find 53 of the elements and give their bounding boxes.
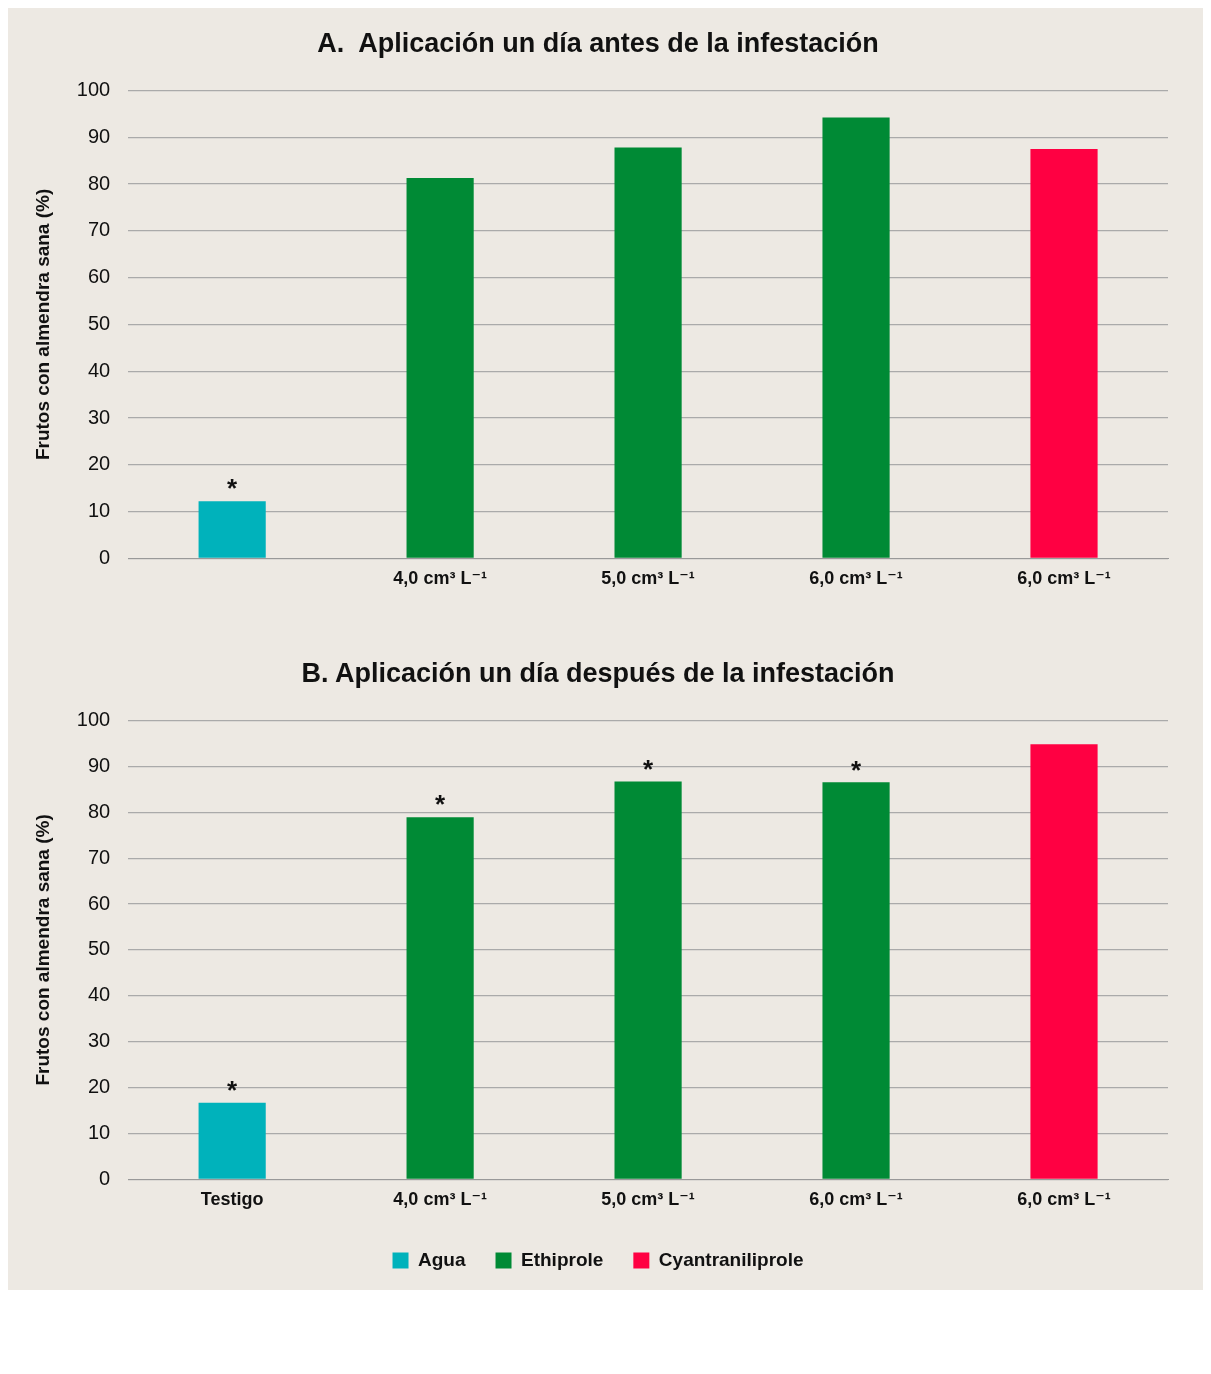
- y-tick-label: 90: [87, 753, 111, 776]
- data-label: *: [227, 473, 239, 504]
- y-tick-label: 60: [87, 891, 111, 914]
- y-tick-label: 10: [87, 1121, 111, 1144]
- y-tick-label: 70: [87, 218, 111, 241]
- x-tick-label: 4,0 cm³ L⁻¹: [393, 1189, 487, 1210]
- bar: [1030, 148, 1098, 558]
- x-tick-label: 4,0 cm³ L⁻¹: [393, 568, 487, 589]
- bar: [822, 117, 890, 558]
- y-tick-label: 40: [87, 983, 111, 1006]
- bar: [406, 177, 474, 558]
- y-tick-label: 20: [87, 1075, 111, 1098]
- bar: [198, 501, 266, 558]
- y-tick-label: 80: [87, 799, 111, 822]
- y-tick-label: 50: [87, 937, 111, 960]
- x-tick-label: Testigo: [200, 1189, 264, 1210]
- data-label: *: [850, 754, 862, 785]
- data-label: *: [435, 789, 447, 820]
- y-tick-label: 100: [76, 77, 111, 100]
- legend-label: Ethiprole: [521, 1248, 604, 1270]
- chart-title: B. Aplicación un día después de la infestación: [301, 657, 895, 688]
- y-tick-label: 100: [76, 707, 111, 730]
- x-tick-label: 5,0 cm³ L⁻¹: [601, 568, 695, 589]
- y-tick-label: 70: [87, 845, 111, 868]
- y-tick-label: 80: [87, 171, 111, 194]
- y-tick-label: 60: [87, 265, 111, 288]
- bar: [198, 1102, 266, 1179]
- y-tick-label: 0: [99, 1166, 111, 1189]
- data-label: *: [227, 1074, 239, 1105]
- x-tick-label: 5,0 cm³ L⁻¹: [601, 1189, 695, 1210]
- y-tick-label: 40: [87, 358, 111, 381]
- y-tick-label: 20: [87, 452, 111, 475]
- bar: [406, 817, 474, 1179]
- y-tick-label: 90: [87, 124, 111, 147]
- y-axis-title: Frutos con almendra sana (%): [31, 814, 53, 1086]
- y-tick-label: 10: [87, 499, 111, 522]
- x-tick-label: 6,0 cm³ L⁻¹: [809, 1189, 903, 1210]
- bar: [1030, 744, 1098, 1179]
- bar: [614, 781, 682, 1179]
- y-tick-label: 50: [87, 311, 111, 334]
- chart-title: A. Aplicación un día antes de la infestación: [317, 27, 879, 58]
- x-tick-label: 6,0 cm³ L⁻¹: [1017, 568, 1111, 589]
- y-tick-label: 30: [87, 405, 111, 428]
- y-tick-label: 30: [87, 1029, 111, 1052]
- x-tick-label: 6,0 cm³ L⁻¹: [1017, 1189, 1111, 1210]
- bar: [822, 782, 890, 1179]
- y-axis-title: Frutos con almendra sana (%): [31, 188, 53, 461]
- legend-label: Agua: [418, 1248, 466, 1270]
- legend-label: Cyantraniliprole: [658, 1248, 804, 1270]
- data-label: *: [643, 753, 655, 784]
- bar: [614, 147, 682, 558]
- x-tick-label: 6,0 cm³ L⁻¹: [809, 568, 903, 589]
- y-tick-label: 0: [99, 545, 111, 568]
